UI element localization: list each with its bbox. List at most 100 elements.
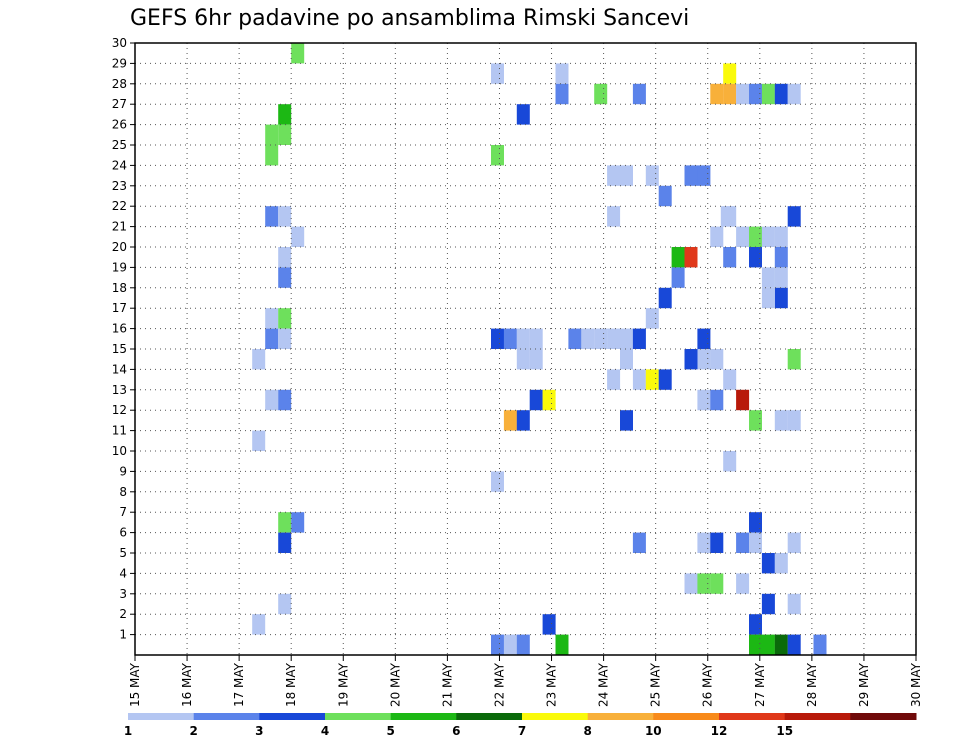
y-tick-label: 14 — [112, 362, 127, 376]
y-tick-label: 21 — [112, 220, 127, 234]
heatmap-cell — [774, 553, 788, 574]
heatmap-cell — [278, 308, 292, 329]
heatmap-cell — [787, 593, 801, 615]
y-tick-label: 17 — [112, 301, 127, 315]
heatmap-cell — [278, 512, 292, 533]
heatmap-cell — [529, 389, 543, 411]
heatmap-cell — [749, 247, 762, 268]
heatmap-cell — [697, 389, 711, 411]
legend-swatch — [193, 713, 260, 720]
legend-swatch — [719, 713, 786, 720]
legend-label: 4 — [321, 724, 329, 738]
heatmap-cell — [542, 614, 556, 635]
heatmap-cell — [632, 532, 646, 553]
x-tick-label: 23 MAY — [545, 662, 559, 707]
heatmap-cell — [278, 593, 292, 615]
heatmap-cell — [761, 593, 775, 615]
legend-swatch — [390, 713, 457, 720]
heatmap-cell — [278, 104, 292, 125]
legend-label: 2 — [190, 724, 198, 738]
heatmap-cell — [761, 267, 775, 288]
y-tick-label: 2 — [119, 607, 127, 621]
heatmap-cell — [491, 634, 504, 655]
x-tick-label: 21 MAY — [440, 662, 454, 707]
heatmap-cell — [278, 389, 292, 411]
legend-label: 7 — [518, 724, 526, 738]
y-tick-label: 18 — [112, 281, 127, 295]
heatmap-cell — [291, 512, 305, 533]
heatmap-cell — [723, 206, 737, 227]
y-tick-label: 3 — [119, 587, 127, 601]
heatmap-cell — [684, 165, 698, 186]
chart-title: GEFS 6hr padavine po ansamblima Rimski S… — [130, 6, 689, 31]
legend-label: 6 — [452, 724, 460, 738]
heatmap-cell — [265, 145, 279, 166]
heatmap-cell — [684, 573, 698, 594]
heatmap-cell — [774, 247, 788, 268]
x-tick-label: 15 MAY — [128, 662, 142, 707]
y-tick-label: 15 — [112, 342, 127, 356]
heatmap-cell — [761, 287, 775, 309]
heatmap-cell — [516, 410, 530, 431]
heatmap-cell — [516, 349, 530, 370]
color-legend: 1 2 3 4 5 6 7 8 10 12 15 — [124, 713, 917, 738]
y-tick-label: 16 — [112, 322, 127, 336]
heatmap-cell — [645, 165, 659, 186]
y-tick-label: 29 — [112, 56, 127, 70]
x-tick-label: 19 MAY — [336, 662, 350, 707]
y-tick-label: 11 — [112, 424, 127, 438]
y-tick-label: 6 — [119, 526, 127, 540]
heatmap-cell — [607, 328, 621, 349]
heatmap-cell — [516, 104, 530, 125]
heatmap-cell — [774, 634, 788, 655]
heatmap-cell — [503, 634, 517, 655]
legend-label: 10 — [645, 724, 662, 738]
y-tick-label: 7 — [119, 505, 127, 519]
y-tick-label: 9 — [119, 464, 127, 478]
heatmap-cell — [645, 308, 659, 329]
y-tick-label: 25 — [112, 138, 127, 152]
x-tick-label: 30 MAY — [909, 662, 923, 707]
y-tick-label: 27 — [112, 97, 127, 111]
heatmap-cell — [658, 185, 672, 207]
heatmap-cell — [710, 389, 724, 411]
heatmap-cell — [581, 328, 595, 349]
legend-swatch — [128, 713, 195, 720]
grid-lines — [135, 43, 916, 655]
legend-label: 5 — [387, 724, 395, 738]
legend-label: 3 — [255, 724, 263, 738]
legend-label: 15 — [776, 724, 793, 738]
legend-swatch — [653, 713, 720, 720]
legend-label: 1 — [124, 724, 132, 738]
legend-swatch — [784, 713, 851, 720]
heatmap-cell — [594, 83, 608, 105]
heatmap-cell — [697, 573, 711, 594]
heatmap-cell — [491, 328, 504, 349]
heatmap-cell — [265, 124, 279, 145]
heatmap-cell — [749, 532, 762, 553]
heatmap-cell — [787, 410, 801, 431]
y-tick-label: 23 — [112, 179, 127, 193]
heatmap-cell — [529, 349, 543, 370]
heatmap-cell — [265, 389, 279, 411]
heatmap-cell — [278, 328, 292, 349]
y-axis-ticks: 1234567891011121314151617181920212223242… — [112, 36, 135, 642]
heatmap-cell — [787, 206, 801, 227]
x-tick-label: 29 MAY — [857, 662, 871, 707]
heatmap-cell — [252, 430, 266, 451]
x-tick-label: 17 MAY — [232, 662, 246, 707]
heatmap-cell — [607, 165, 621, 186]
heatmap-cell — [555, 634, 569, 655]
heatmap-cell — [555, 63, 569, 84]
heatmap-cell — [503, 328, 517, 349]
heatmap-cell — [723, 247, 737, 268]
heatmap-cell — [761, 83, 775, 105]
heatmap-cell — [710, 532, 724, 553]
heatmap-cell — [684, 247, 698, 268]
heatmap-cell — [542, 389, 556, 411]
x-tick-label: 27 MAY — [753, 662, 767, 707]
heatmap-cell — [265, 328, 279, 349]
heatmap-cell — [671, 247, 685, 268]
y-tick-label: 28 — [112, 77, 127, 91]
